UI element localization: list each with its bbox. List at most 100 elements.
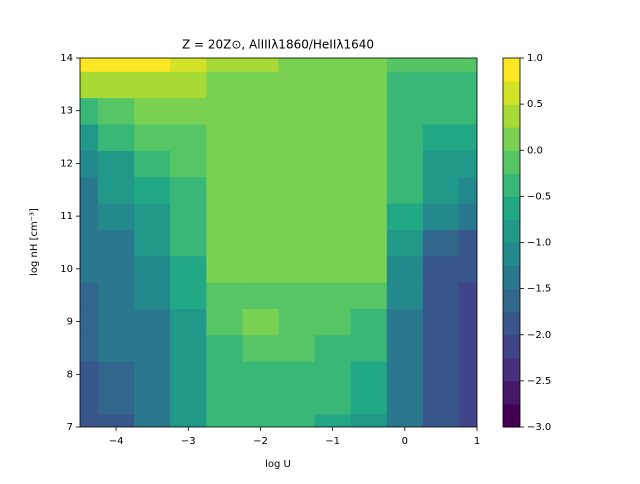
contour-cell — [134, 97, 171, 125]
contour-cell — [242, 308, 280, 336]
contour-cell — [314, 387, 352, 415]
colorbar-band — [503, 265, 520, 290]
contour-cell — [206, 123, 244, 151]
contour-cell — [278, 255, 316, 283]
contour-cell — [80, 413, 99, 427]
contour-cell — [386, 334, 424, 362]
contour-cell — [206, 176, 244, 204]
contour-cell — [458, 150, 477, 178]
colorbar-band — [503, 334, 520, 359]
contour-cell — [134, 255, 171, 283]
contour-cell — [206, 334, 244, 362]
contour-cell — [170, 176, 207, 204]
contour-cell — [98, 58, 135, 72]
contour-cell — [458, 97, 477, 125]
colorbar-band — [503, 150, 520, 174]
contour-cell — [170, 58, 207, 72]
contour-cell — [170, 282, 207, 309]
contour-cell — [134, 176, 171, 204]
contour-cell — [386, 150, 424, 178]
x-axis-label: log U — [265, 459, 291, 470]
y-tick-label: 14 — [60, 53, 73, 64]
contour-cell — [350, 123, 388, 151]
contour-cell — [278, 202, 316, 230]
contour-cell — [206, 387, 244, 415]
contour-cell — [350, 176, 388, 204]
contour-cell — [458, 176, 477, 204]
contour-cell — [98, 97, 135, 125]
colorbar-band — [503, 196, 520, 220]
colorbar-tick-label: −2.0 — [527, 330, 551, 341]
colorbar-band — [503, 219, 520, 243]
contour-cell — [386, 123, 424, 151]
contour-cell — [278, 413, 316, 427]
contour-cell — [314, 361, 352, 389]
contour-cell — [458, 361, 477, 389]
contour-cell — [314, 176, 352, 204]
contour-cell — [458, 202, 477, 230]
contour-cell — [278, 282, 316, 309]
contour-cell — [80, 308, 99, 336]
chart-title: Z = 20Z⊙, AlIIIλ1860/HeIIλ1640 — [182, 38, 374, 52]
contour-cell — [206, 202, 244, 230]
x-tick-label: −4 — [109, 436, 124, 447]
contour-cell — [170, 387, 207, 415]
contour-cell — [422, 255, 460, 283]
contour-cell — [278, 176, 316, 204]
contour-cell — [350, 71, 388, 99]
contour-cell — [386, 202, 424, 230]
contour-cell — [386, 387, 424, 415]
contour-cell — [242, 176, 280, 204]
contour-cell — [386, 413, 424, 427]
contour-cell — [278, 334, 316, 362]
contour-cell — [422, 97, 460, 125]
plot-frame — [79, 57, 478, 428]
contour-cell — [170, 150, 207, 178]
contour-cell — [98, 229, 135, 257]
colorbar-tick-label: 0.0 — [527, 145, 543, 156]
contour-cell — [386, 176, 424, 204]
colorbar-tick-label: −2.5 — [527, 376, 551, 387]
contour-cell — [98, 361, 135, 389]
contour-cell — [206, 282, 244, 309]
contour-cell — [350, 97, 388, 125]
contour-cell — [422, 334, 460, 362]
contour-cell — [80, 229, 99, 257]
contour-cell — [80, 176, 99, 204]
contour-cell — [242, 361, 280, 389]
colorbar-tick-label: −0.5 — [527, 191, 551, 202]
contour-cell — [350, 229, 388, 257]
y-tick-label: 10 — [60, 264, 73, 275]
contour-cell — [80, 255, 99, 283]
x-tick-label: −1 — [325, 436, 340, 447]
colorbar-tick-label: −1.5 — [527, 284, 551, 295]
contour-cell — [350, 361, 388, 389]
contour-cell — [170, 308, 207, 336]
contour-cell — [134, 71, 171, 99]
contour-cell — [314, 413, 352, 427]
contour-cell — [422, 71, 460, 99]
y-tick-label: 8 — [67, 369, 73, 380]
contour-cell — [80, 71, 99, 99]
contour-cell — [242, 334, 280, 362]
contour-cell — [242, 202, 280, 230]
contour-cell — [134, 361, 171, 389]
contour-cell — [80, 97, 99, 125]
contour-cell — [170, 97, 207, 125]
contour-cell — [314, 308, 352, 336]
contour-cell — [278, 150, 316, 178]
contour-cell — [242, 229, 280, 257]
contour-cell — [134, 58, 171, 72]
contour-cell — [80, 150, 99, 178]
y-tick-label: 11 — [60, 211, 73, 222]
contour-cell — [278, 308, 316, 336]
contour-cell — [206, 150, 244, 178]
colorbar-tick-label: −1.0 — [527, 238, 551, 249]
contour-cell — [314, 255, 352, 283]
contour-cell — [134, 282, 171, 309]
contour-cell — [170, 361, 207, 389]
contour-cell — [458, 71, 477, 99]
contour-cell — [350, 413, 388, 427]
contour-cell — [98, 202, 135, 230]
contour-cell — [386, 361, 424, 389]
